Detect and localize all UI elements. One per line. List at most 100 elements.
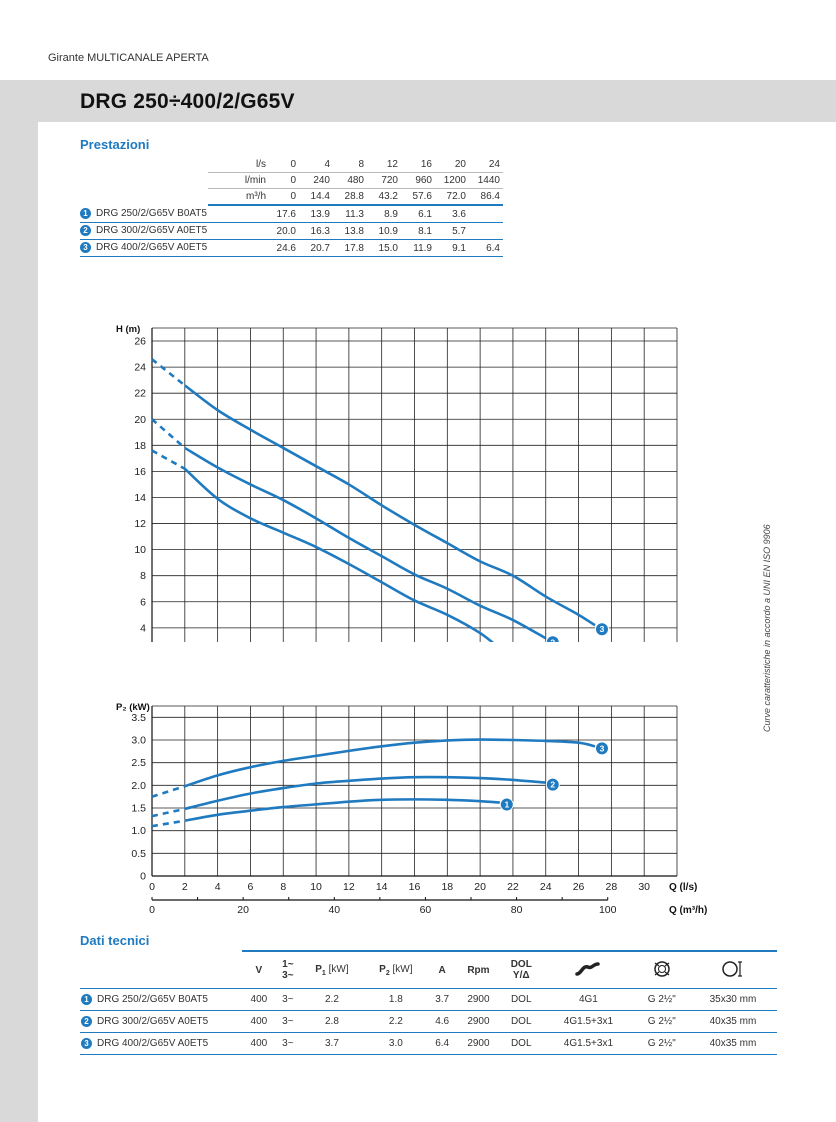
- y-axis-label: H (m): [116, 324, 140, 335]
- tech-outlet-value: G 2½": [634, 1010, 689, 1033]
- y-tick-label: 22: [134, 388, 146, 400]
- unit-blank-cell: [80, 189, 208, 206]
- curve-badge: 3: [80, 242, 91, 254]
- series-2-badge: [545, 635, 560, 642]
- title-band: [0, 80, 836, 122]
- series-2-badge-label: 2: [550, 637, 555, 642]
- x-tick-label: 2: [182, 881, 188, 893]
- tech-outlet-value: G 2½": [634, 988, 689, 1011]
- y-tick-label: 8: [140, 570, 146, 582]
- model-name: DRG 300/2/G65V A0ET5: [97, 1016, 209, 1028]
- unit-value: 86.4: [469, 188, 503, 206]
- model-name: DRG 400/2/G65V A0ET5: [96, 242, 208, 254]
- series-3-dashed: [151, 358, 186, 387]
- series-2-dashed: [151, 418, 186, 449]
- head-value: 9.1: [435, 239, 469, 257]
- performance-table: l/s 0 4 8 12 16 20 24 l/min 0 240 480 720 960 1200 1440…: [80, 157, 503, 257]
- head-value: [469, 205, 503, 223]
- head-value: 15.0: [367, 239, 401, 257]
- tech-rpm-value: 2900: [456, 1010, 501, 1033]
- tech-phase-value: 3~: [275, 1032, 300, 1055]
- tech-phase-value: 3~: [275, 1010, 300, 1033]
- performance-section-title: Prestazioni: [80, 137, 150, 152]
- head-value: [469, 222, 503, 240]
- x-tick-label: 12: [343, 881, 355, 893]
- y-axis-label: P₂ (kW): [116, 702, 150, 713]
- unit-row: m³/h 0 14.4 28.8 43.2 57.6 72.0 86.4: [80, 188, 503, 206]
- y-tick-label: 26: [134, 336, 146, 348]
- tech-header-current: A: [427, 950, 457, 989]
- model-name-cell: 1 DRG 250/2/G65V B0AT5: [80, 205, 269, 223]
- category-label: Girante MULTICANALE APERTA: [48, 52, 209, 64]
- x2-tick-label: 100: [599, 904, 617, 916]
- page-title: DRG 250÷400/2/G65V: [80, 90, 295, 113]
- curve-badge: 3: [81, 1037, 92, 1049]
- power-chart: 0 2 4 6 8 10 12 14 16 18 20 22 24 26 28 3000.51.01.52.0…: [116, 702, 707, 916]
- unit-label: l/min: [208, 172, 269, 189]
- head-value: 5.7: [435, 222, 469, 240]
- side-band: [0, 122, 38, 1122]
- tech-start-value: DOL: [500, 1032, 543, 1055]
- model-row: 2 DRG 300/2/G65V A0ET5 20.0 16.3 13.8 10.9 8.1…: [80, 222, 503, 240]
- x2-axis-label: Q (m³/h): [669, 905, 707, 916]
- series-3-badge: [594, 622, 609, 637]
- tech-phase-value: 3~: [275, 988, 300, 1011]
- model-name: DRG 300/2/G65V A0ET5: [96, 225, 208, 237]
- tech-p1-value: 2.8: [299, 1010, 364, 1033]
- unit-value: 480: [333, 172, 367, 189]
- series-3-line: [184, 738, 596, 788]
- threaded-outlet-icon: [634, 950, 689, 989]
- curve-badge: 2: [81, 1015, 92, 1027]
- x-tick-label: 26: [573, 881, 585, 893]
- x2-tick-label: 20: [237, 904, 249, 916]
- y-tick-label: 4: [140, 622, 146, 634]
- y-tick-label: 3.0: [131, 735, 146, 747]
- x-tick-label: 10: [310, 881, 322, 893]
- unit-value: 0: [269, 188, 299, 206]
- head-value: 17.6: [269, 205, 299, 223]
- unit-row: l/s 0 4 8 12 16 20 24: [80, 157, 503, 173]
- unit-label: l/s: [208, 157, 269, 173]
- tech-a-value: 4.6: [427, 1010, 457, 1033]
- y-tick-label: 12: [134, 518, 146, 530]
- series-3-line: [184, 384, 596, 627]
- tech-p1-value: 3.7: [299, 1032, 364, 1055]
- y-tick-label: 20: [134, 414, 146, 426]
- series-3-dashed: [151, 785, 186, 798]
- model-name: DRG 400/2/G65V A0ET5: [97, 1038, 209, 1050]
- head-value: 3.6: [435, 205, 469, 223]
- tech-rpm-value: 2900: [456, 1032, 501, 1055]
- y-tick-label: 10: [134, 544, 146, 556]
- tech-model-cell: 3 DRG 400/2/G65V A0ET5: [80, 1032, 242, 1055]
- series-3-badge: [594, 741, 609, 756]
- head-value: 13.8: [333, 222, 367, 240]
- unit-value: 4: [299, 157, 333, 173]
- x-tick-label: 24: [540, 881, 552, 893]
- tech-rpm-value: 2900: [456, 988, 501, 1011]
- unit-value: 240: [299, 172, 333, 189]
- y-tick-label: 0.5: [131, 848, 146, 860]
- tech-header-row: V 1~ 3~ P1 [kW] P2 [kW] A Rpm DOL Y/Δ: [80, 950, 777, 989]
- tech-p1-value: 2.2: [299, 988, 364, 1011]
- tech-cable-value: 4G1.5+3x1: [542, 1032, 635, 1055]
- tech-p2-value: 1.8: [363, 988, 428, 1011]
- unit-value: 28.8: [333, 188, 367, 206]
- tech-row: 1 DRG 250/2/G65V B0AT5 400 3~ 2.2 1.8 3.7 2900 D…: [80, 988, 777, 1011]
- unit-value: 20: [435, 157, 469, 173]
- series-1-dashed: [151, 449, 186, 470]
- unit-value: 12: [367, 157, 401, 173]
- series-1-badge: [499, 797, 514, 812]
- tech-size-value: 40x35 mm: [688, 1010, 777, 1033]
- head-value: 10.9: [367, 222, 401, 240]
- x-tick-label: 20: [474, 881, 486, 893]
- series-2-line: [184, 775, 546, 811]
- y-tick-label: 14: [134, 492, 146, 504]
- y-tick-label: 24: [134, 362, 146, 374]
- unit-value: 0: [269, 157, 299, 173]
- head-value: 6.1: [401, 205, 435, 223]
- x-tick-label: 30: [638, 881, 650, 893]
- x-tick-label: 16: [409, 881, 421, 893]
- tech-outlet-value: G 2½": [634, 1032, 689, 1055]
- x-tick-label: 6: [248, 881, 254, 893]
- tech-row: 2 DRG 300/2/G65V A0ET5 400 3~ 2.8 2.2 4.6 2900 D…: [80, 1010, 777, 1033]
